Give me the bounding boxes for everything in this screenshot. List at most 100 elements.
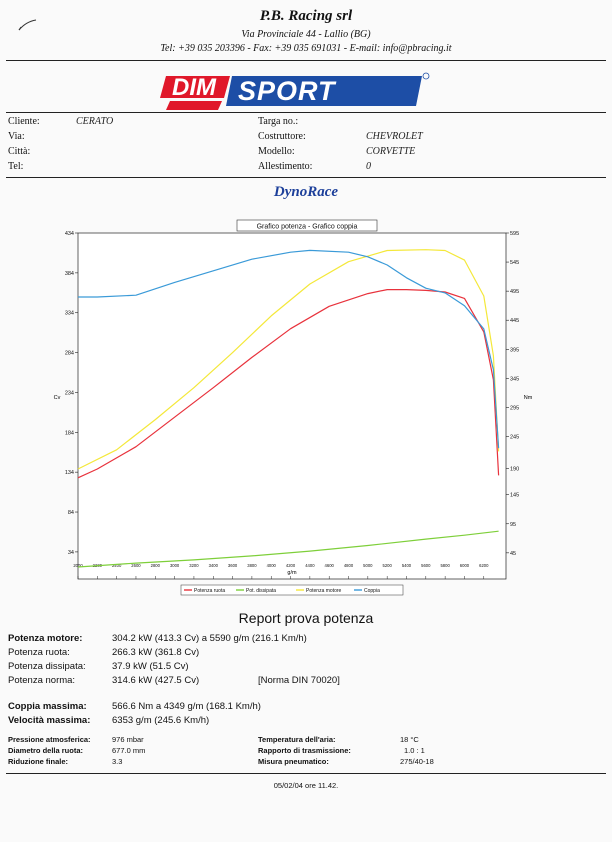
svg-text:DIM: DIM <box>172 74 217 101</box>
right-tick-label: 190 <box>510 467 519 473</box>
pressure-value: 976 mbar <box>112 735 144 744</box>
left-tick-label: 334 <box>65 311 74 317</box>
dissipated-power-value: 37.9 kW (51.5 Cv) <box>112 661 189 672</box>
legend-entry: Potenza ruota <box>194 588 225 594</box>
right-tick-label: 345 <box>510 376 519 382</box>
left-tick-label: 34 <box>68 550 74 556</box>
phone-label: Tel: <box>8 161 24 172</box>
header-divider <box>6 60 606 61</box>
final-drive-value: 3.3 <box>112 757 123 766</box>
logo-divider <box>6 112 606 113</box>
x-tick-label: 3200 <box>189 563 199 568</box>
model-value: CORVETTE <box>366 146 416 157</box>
right-tick-label: 545 <box>510 260 519 266</box>
wheel-power-label: Potenza ruota: <box>8 647 70 658</box>
tire-size-value: 275/40-18 <box>400 757 434 766</box>
engine-power-value: 304.2 kW (413.3 Cv) a 5590 g/m (216.1 Km… <box>112 633 307 644</box>
left-tick-label: 184 <box>65 430 74 436</box>
customer-value: CERATO <box>76 116 114 127</box>
x-tick-label: 2600 <box>131 563 141 568</box>
wheel-diameter-label: Diametro della ruota: <box>8 746 84 755</box>
tire-size-label: Misura pneumatico: <box>258 757 329 766</box>
x-tick-label: 2800 <box>151 563 161 568</box>
x-tick-label: 5800 <box>440 563 450 568</box>
manufacturer-label: Costruttore: <box>258 131 306 142</box>
series-line-1 <box>77 288 500 479</box>
left-tick-label: 134 <box>65 470 74 476</box>
left-tick-label: 384 <box>65 271 74 277</box>
left-tick-label: 84 <box>68 510 74 516</box>
max-torque-value: 566.6 Nm a 4349 g/m (168.1 Km/h) <box>112 701 261 712</box>
y-axis-right-label: Nm <box>524 395 533 401</box>
plate-label: Targa no.: <box>258 116 299 127</box>
legend-box <box>180 584 404 596</box>
trim-value: 0 <box>366 161 371 172</box>
max-speed-value: 6353 g/m (245.6 Km/h) <box>112 715 210 726</box>
pen-scribble-icon <box>18 19 37 31</box>
chart-title: Grafico potenza - Grafico coppia <box>257 224 358 231</box>
x-tick-label: 4800 <box>344 563 354 568</box>
x-tick-label: 2400 <box>112 563 122 568</box>
chart-title-box <box>236 219 378 232</box>
dissipated-power-label: Potenza dissipata: <box>8 661 86 672</box>
right-tick-label: 145 <box>510 493 519 499</box>
report-title: Report prova potenza <box>238 610 374 626</box>
legend-entry: Pot. dissipata <box>246 588 276 594</box>
x-tick-label: 3800 <box>247 563 257 568</box>
legend-entry: Coppia <box>364 588 380 594</box>
company-name: P.B. Racing srl <box>259 8 353 24</box>
series-line-2 <box>77 530 499 568</box>
x-tick-label: 2000 <box>73 563 83 568</box>
x-tick-label: 4400 <box>305 563 315 568</box>
right-tick-label: 495 <box>510 289 519 295</box>
model-label: Modello: <box>258 146 295 157</box>
norm-power-label: Potenza norma: <box>8 675 76 686</box>
x-tick-label: 3400 <box>209 563 219 568</box>
svg-text:SPORT: SPORT <box>238 76 337 106</box>
trim-label: Allestimento: <box>258 161 313 172</box>
company-contacts: Tel: +39 035 203396 - Fax: +39 035 69103… <box>160 43 452 54</box>
right-tick-label: 295 <box>510 405 519 411</box>
dimsport-logo: DIM SPORT <box>160 72 430 110</box>
section-title: DynoRace <box>273 184 339 200</box>
customer-label: Cliente: <box>8 116 40 127</box>
x-tick-label: 6000 <box>460 563 470 568</box>
series-line-4 <box>78 249 500 449</box>
right-tick-label: 95 <box>510 522 516 528</box>
fields-divider <box>6 177 606 178</box>
x-tick-label: 5000 <box>363 563 373 568</box>
x-tick-label: 3000 <box>170 563 180 568</box>
right-tick-label: 445 <box>510 318 519 324</box>
air-temp-label: Temperatura dell'aria: <box>258 735 336 744</box>
manufacturer-value: CHEVROLET <box>366 131 423 142</box>
x-tick-label: 4200 <box>286 563 296 568</box>
right-tick-label: 595 <box>510 231 519 237</box>
x-tick-label: 6200 <box>479 563 489 568</box>
y-axis-left-label: Cv <box>54 395 61 401</box>
gear-ratio-value: 1.0 : 1 <box>404 746 425 755</box>
x-tick-label: 5600 <box>421 563 431 568</box>
air-temp-value: 18 °C <box>400 735 419 744</box>
report-timestamp: 05/02/04 ore 11.42. <box>273 781 339 790</box>
max-speed-label: Velocità massima: <box>8 715 91 726</box>
street-label: Via: <box>8 131 25 142</box>
x-tick-label: 4000 <box>267 563 277 568</box>
norm-power-value: 314.6 kW (427.5 Cv) <box>112 675 200 686</box>
pressure-label: Pressione atmosferica: <box>8 735 91 744</box>
plot-area <box>77 232 507 580</box>
norm-standard: [Norma DIN 70020] <box>258 675 340 686</box>
left-tick-label: 284 <box>65 351 74 357</box>
right-tick-label: 245 <box>510 435 519 441</box>
final-drive-label: Riduzione finale: <box>8 757 68 766</box>
left-tick-label: 234 <box>65 390 74 396</box>
wheel-diameter-value: 677.0 mm <box>112 746 146 755</box>
x-tick-label: 3600 <box>228 563 238 568</box>
company-address: Via Provinciale 44 - Lallio (BG) <box>241 29 371 40</box>
right-tick-label: 45 <box>510 551 516 557</box>
left-tick-label: 434 <box>65 231 74 237</box>
right-tick-label: 395 <box>510 347 519 353</box>
engine-power-label: Potenza motore: <box>8 633 83 644</box>
footer-divider <box>6 773 606 774</box>
series-line-3 <box>77 249 500 470</box>
city-label: Città: <box>8 146 31 157</box>
